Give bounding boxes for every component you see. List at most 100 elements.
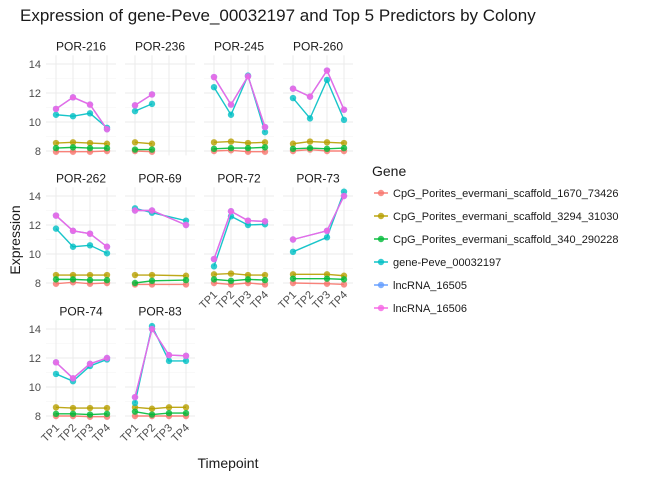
data-point (52, 370, 60, 378)
data-point (227, 144, 235, 152)
data-point (323, 145, 331, 153)
data-point (148, 405, 156, 412)
data-point (148, 140, 156, 147)
series-line (55, 146, 107, 149)
data-point (131, 279, 139, 287)
data-point (182, 357, 190, 365)
series-line (213, 146, 266, 150)
data-point (182, 276, 190, 284)
data-point (227, 101, 235, 108)
data-point (69, 227, 77, 234)
data-point (340, 276, 348, 283)
data-point (210, 84, 218, 91)
series-line (56, 413, 108, 416)
series-line (134, 327, 187, 398)
legend-label: CpG_Porites_evermani_scaffold_1670_73426 (393, 188, 618, 200)
series-line (213, 210, 266, 260)
data-point (227, 111, 235, 118)
facet-strip-label: POR-260 (293, 39, 343, 53)
facet-panel: POR-216 8 10 12 14 (29, 39, 116, 158)
data-point (227, 277, 235, 285)
data-point (52, 144, 60, 152)
series-line (135, 209, 187, 226)
series-line (55, 357, 108, 380)
series-line (135, 209, 187, 226)
series-line (292, 78, 345, 121)
legend-item: gene-Peve_00032197 (374, 257, 501, 269)
series-line (292, 195, 345, 241)
data-point (69, 276, 77, 283)
legend-key-point (377, 189, 385, 197)
data-point (52, 225, 60, 232)
data-point (340, 116, 348, 124)
data-point (148, 100, 156, 108)
data-point (244, 139, 252, 147)
legend-item: lncRNA_16505 (374, 280, 467, 292)
data-point (131, 207, 139, 214)
y-axis-label: Expression (7, 205, 23, 274)
data-point (69, 94, 77, 101)
series-line (213, 210, 266, 260)
data-point (261, 144, 269, 151)
series-line (213, 140, 266, 144)
data-point (86, 271, 94, 279)
data-point (323, 67, 331, 74)
data-point (323, 275, 331, 282)
data-point (340, 281, 348, 288)
data-point (103, 243, 111, 250)
facet-strip-label: POR-72 (217, 171, 261, 185)
data-point (227, 208, 235, 215)
data-point (323, 227, 331, 234)
data-point (148, 271, 156, 279)
data-point (182, 409, 190, 417)
series-line (213, 272, 265, 276)
series-line (55, 215, 108, 248)
data-point (103, 126, 111, 133)
data-point (261, 271, 269, 279)
x-tick-label: TP4 (248, 289, 271, 312)
data-point (148, 411, 156, 418)
legend: Gene CpG_Porites_evermani_scaffold_1670_… (372, 163, 618, 315)
data-point (289, 145, 297, 153)
y-tick-label: 10 (29, 382, 41, 394)
x-axis-label: Timepoint (198, 455, 259, 471)
series-line (213, 149, 265, 153)
x-tick-label: TP4 (90, 422, 113, 445)
data-point (323, 234, 331, 241)
y-tick-label: 8 (35, 146, 41, 158)
series-line (293, 273, 345, 277)
data-point (86, 404, 94, 412)
y-tick-label: 14 (29, 191, 41, 203)
series-line (55, 112, 108, 129)
y-tick-label: 12 (29, 220, 41, 232)
facet-panel: POR-262 8 10 12 14 (29, 171, 116, 290)
data-point (103, 354, 111, 362)
data-point (131, 102, 139, 109)
series-line (135, 274, 187, 277)
data-point (131, 107, 139, 115)
series-line (213, 74, 266, 128)
data-point (182, 404, 190, 411)
data-point (148, 277, 156, 285)
data-point (244, 217, 252, 224)
data-point (165, 409, 173, 417)
legend-item: CpG_Porites_evermani_scaffold_340_290228 (374, 234, 618, 246)
data-point (306, 144, 314, 152)
series-line (292, 148, 344, 152)
data-point (210, 271, 218, 278)
data-point (69, 410, 77, 418)
y-tick-label: 10 (29, 117, 41, 129)
x-tick-label: TP4 (169, 422, 192, 445)
data-point (148, 146, 156, 153)
data-point (210, 263, 218, 270)
series-line (292, 69, 345, 110)
data-point (340, 139, 348, 147)
data-point (131, 146, 139, 153)
y-tick-label: 8 (35, 411, 41, 423)
data-point (52, 139, 60, 147)
legend-label: lncRNA_16505 (393, 280, 467, 292)
chart-title: Expression of gene-Peve_00032197 and Top… (20, 6, 536, 25)
data-point (131, 393, 139, 401)
